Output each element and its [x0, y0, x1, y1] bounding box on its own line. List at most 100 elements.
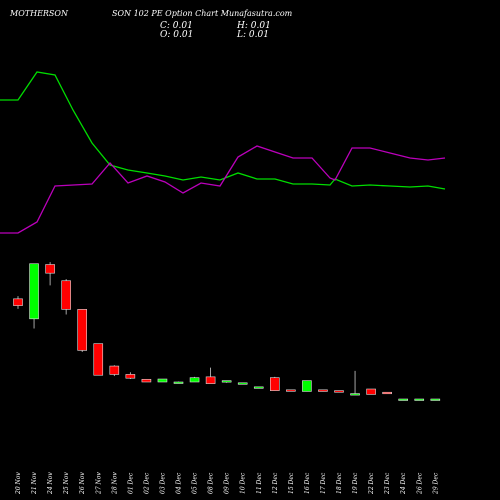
candle-body: [125, 374, 136, 379]
x-tick-label: 02 Dec: [143, 472, 150, 494]
green-indicator-line: [0, 71, 446, 190]
candle-22-dec: [366, 388, 376, 395]
candle-body: [45, 264, 55, 274]
candle-body: [430, 398, 441, 401]
x-tick-label: 24 Dec: [400, 472, 407, 495]
low-readout: L: 0.01: [237, 30, 269, 40]
x-tick-label: 26 Dec: [416, 472, 423, 495]
candle-body: [173, 381, 184, 384]
candle-11-dec: [253, 386, 264, 389]
candle-05-dec: [189, 376, 200, 383]
candle-body: [253, 386, 264, 389]
x-tick-label: 29 Dec: [432, 472, 439, 495]
candle-body: [302, 380, 312, 392]
close-label: C:: [160, 21, 170, 31]
candle-24-dec: [398, 398, 409, 401]
candle-12-dec: [269, 376, 280, 391]
x-tick-label: 22 Dec: [368, 472, 375, 495]
candle-15-dec: [286, 389, 296, 392]
low-label: L:: [237, 30, 247, 40]
candle-body: [318, 389, 328, 392]
x-tick-label: 20 Nov: [15, 472, 22, 495]
high-label: H:: [237, 21, 248, 31]
x-tick-label: 26 Nov: [79, 472, 86, 495]
x-tick-label: 21 Nov: [31, 472, 38, 495]
x-tick-label: 19 Dec: [352, 472, 359, 494]
candle-20-nov: [13, 296, 23, 309]
candle-27-nov: [93, 343, 104, 376]
x-tick-label: 01 Dec: [127, 472, 134, 494]
open-readout: O: 0.01: [160, 30, 193, 40]
low-value: 0.01: [248, 30, 269, 40]
x-tick-label: 04 Dec: [176, 472, 183, 494]
candle-body: [13, 298, 23, 306]
candle-08-dec: [205, 367, 216, 384]
candle-21-nov: [29, 263, 39, 329]
x-tick-label: 17 Dec: [320, 472, 327, 494]
candle-body: [334, 390, 344, 393]
candle-25-nov: [61, 279, 71, 315]
candle-body: [237, 382, 248, 385]
high-value: 0.01: [250, 21, 271, 31]
candle-04-dec: [173, 381, 184, 384]
candle-10-dec: [237, 382, 248, 385]
candle-19-dec: [350, 370, 360, 396]
candle-body: [398, 398, 409, 401]
x-tick-label: 15 Dec: [288, 472, 295, 494]
candle-body: [205, 376, 216, 384]
x-tick-label: 27 Nov: [95, 472, 102, 495]
candle-03-dec: [157, 378, 168, 383]
candle-body: [414, 398, 425, 401]
symbol-label: MOTHERSON: [10, 9, 68, 18]
x-tick-label: 23 Dec: [384, 472, 391, 495]
candle-body: [61, 280, 71, 310]
indicator-lines: [0, 71, 446, 234]
candle-02-dec: [141, 378, 152, 383]
candle-body: [77, 309, 87, 351]
candle-body: [350, 393, 360, 396]
candle-23-dec: [382, 391, 392, 395]
candle-24-nov: [45, 262, 55, 286]
candle-body: [269, 377, 280, 391]
x-tick-label: 10 Dec: [240, 472, 247, 494]
candle-body: [141, 378, 152, 383]
open-label: O:: [160, 30, 171, 40]
x-axis-labels: 20 Nov 21 Nov 24 Nov 25 Nov 26 Nov 27 Nov 28 N…: [15, 472, 439, 495]
high-readout: H: 0.01: [237, 21, 271, 31]
x-tick-label: 25 Nov: [63, 472, 70, 495]
x-tick-label: 11 Dec: [256, 472, 263, 494]
candle-body: [29, 263, 39, 320]
x-tick-label: 03 Dec: [159, 472, 166, 494]
candle-body: [286, 389, 296, 392]
magenta-indicator-line: [0, 145, 446, 234]
x-tick-label: 08 Dec: [208, 472, 215, 494]
x-tick-label: 12 Dec: [272, 472, 279, 494]
candle-body: [93, 343, 104, 376]
candle-16-dec: [302, 380, 312, 392]
candle-body: [109, 365, 120, 375]
x-tick-label: 24 Nov: [47, 472, 54, 495]
candle-body: [382, 391, 392, 395]
close-value: 0.01: [172, 21, 193, 31]
candle-17-dec: [318, 389, 328, 392]
close-readout: C: 0.01: [160, 21, 193, 31]
chart-title: SON 102 PE Option Chart Munafasutra.com: [112, 9, 293, 18]
candle-body: [366, 388, 376, 395]
x-tick-label: 16 Dec: [304, 472, 311, 494]
open-value: 0.01: [173, 30, 194, 40]
x-tick-label: 18 Dec: [336, 472, 343, 494]
candle-body: [221, 380, 232, 383]
x-tick-label: 09 Dec: [224, 472, 231, 494]
candles: [13, 262, 441, 401]
candle-28-nov: [109, 365, 120, 377]
candle-01-dec: [125, 372, 136, 380]
candle-09-dec: [221, 380, 232, 383]
candle-26-nov: [77, 309, 87, 353]
x-tick-label: 05 Dec: [192, 472, 199, 494]
candle-body: [189, 377, 200, 383]
candle-29-dec: [430, 398, 441, 401]
x-tick-label: 28 Nov: [111, 472, 118, 495]
candle-18-dec: [334, 390, 344, 393]
candle-body: [157, 378, 168, 383]
